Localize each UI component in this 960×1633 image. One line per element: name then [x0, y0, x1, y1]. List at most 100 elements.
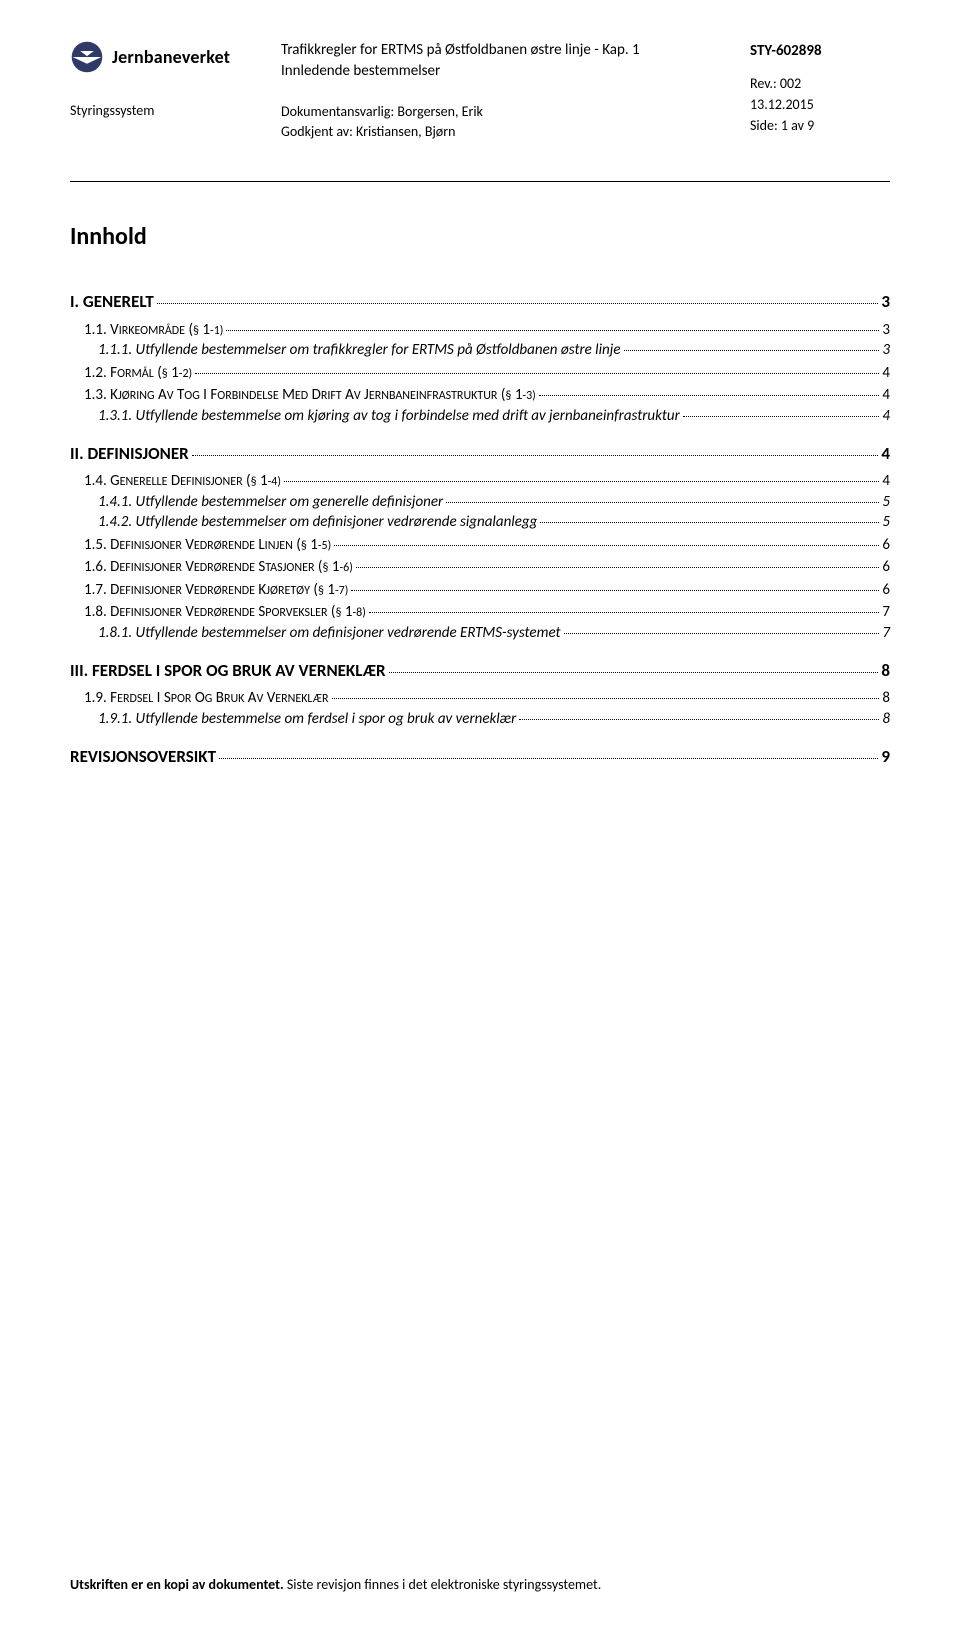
toc-entry: II. DEFINISJONER4 — [70, 443, 890, 464]
toc-entry-num: 1.7. — [84, 581, 110, 599]
toc-leader — [389, 657, 879, 672]
toc-entry-num: 1.1. — [84, 321, 110, 339]
toc-entry-label: 1.2. FORMÅL (§ 1-2) — [84, 364, 192, 382]
toc-entry: 1.4.2. Utfyllende bestemmelser om defini… — [98, 513, 890, 532]
document-page: Jernbaneverket Styringssystem Trafikkreg… — [0, 0, 960, 815]
header-left: Jernbaneverket Styringssystem — [70, 40, 265, 141]
rev-label: Rev.: 002 — [750, 73, 890, 94]
page-header: Jernbaneverket Styringssystem Trafikkreg… — [70, 40, 890, 182]
toc-entry-page: 3 — [882, 321, 890, 339]
footer: Utskriften er en kopi av dokumentet. Sis… — [70, 1576, 601, 1593]
toc-entry-page: 8 — [881, 660, 890, 681]
toc-entry-text: DEFINISJONER VEDRØRENDE LINJEN (§ 1-5) — [110, 536, 331, 554]
toc-entry-page: 5 — [882, 493, 890, 511]
toc-entry-page: 8 — [882, 710, 890, 728]
toc-entry-label: 1.9.1. Utfyllende bestemmelse om ferdsel… — [98, 710, 516, 728]
toc-entry-text: FERDSEL I SPOR OG BRUK AV VERNEKLÆR — [110, 689, 328, 707]
toc-entry-label: 1.8. DEFINISJONER VEDRØRENDE SPORVEKSLER… — [84, 603, 366, 621]
toc-entry-text: GENERELLE DEFINISJONER (§ 1-4) — [110, 472, 281, 490]
toc-leader — [369, 600, 880, 614]
toc-leader — [332, 686, 880, 700]
toc-entry: 1.2. FORMÅL (§ 1-2) 4 — [84, 363, 890, 382]
doc-responsible-label: Dokumentansvarlig: — [281, 103, 394, 120]
toc-leader — [219, 743, 878, 758]
toc-entry: 1.7. DEFINISJONER VEDRØRENDE KJØRETØY (§… — [84, 580, 890, 599]
doc-responsible: Dokumentansvarlig: Borgersen, Erik — [281, 102, 734, 122]
toc-leader — [351, 577, 879, 591]
toc-leader — [683, 403, 880, 417]
toc-entry: 1.1.1. Utfyllende bestemmelser om trafik… — [98, 341, 890, 360]
toc-entry-page: 4 — [882, 364, 890, 382]
toc-leader — [356, 555, 880, 569]
toc-entry-num: 1.9. — [84, 689, 110, 707]
toc-entry-page: 6 — [882, 581, 890, 599]
toc-entry-label: 1.8.1. Utfyllende bestemmelser om defini… — [98, 624, 561, 642]
toc-entry-page: 6 — [882, 558, 890, 576]
toc-entry-label: III. FERDSEL I SPOR OG BRUK AV VERNEKLÆR — [70, 660, 386, 681]
toc-entry-text: DEFINISJONER VEDRØRENDE STASJONER (§ 1-6… — [110, 558, 353, 576]
toc-entry-page: 3 — [882, 341, 890, 359]
toc-leader — [195, 360, 879, 374]
toc-entry: 1.6. DEFINISJONER VEDRØRENDE STASJONER (… — [84, 558, 890, 577]
toc-entry-page: 4 — [882, 386, 890, 404]
toc-entry-page: 8 — [882, 689, 890, 707]
toc-entry-num: 1.4. — [84, 472, 110, 490]
toc-leader — [564, 620, 880, 634]
toc-leader — [334, 532, 879, 546]
toc-entry: 1.4.1. Utfyllende bestemmelser om genere… — [98, 492, 890, 511]
toc-entry-page: 6 — [882, 536, 890, 554]
toc-entry-page: 4 — [882, 407, 890, 425]
toc-entry-num: 1.2. — [84, 364, 110, 382]
toc-entry: 1.1. VIRKEOMRÅDE (§ 1-1) 3 — [84, 320, 890, 339]
page-number-label: Side: 1 av 9 — [750, 115, 890, 136]
toc-entry: I. GENERELT 3 — [70, 291, 890, 312]
toc-entry-num: 1.3. — [84, 386, 110, 404]
toc-leader — [624, 338, 880, 352]
doc-responsible-name: Borgersen, Erik — [397, 103, 483, 120]
toc-entry-label: 1.4.2. Utfyllende bestemmelser om defini… — [98, 513, 537, 531]
toc-entry-label: 1.6. DEFINISJONER VEDRØRENDE STASJONER (… — [84, 558, 353, 576]
toc-entry-label: 1.3. KJØRING AV TOG I FORBINDELSE MED DR… — [84, 386, 536, 404]
toc-leader — [540, 510, 879, 524]
toc-entry-page: 3 — [881, 291, 890, 312]
doc-approved: Godkjent av: Kristiansen, Bjørn — [281, 122, 734, 142]
toc-entry-text: DEFINISJONER VEDRØRENDE KJØRETØY (§ 1-7) — [110, 581, 348, 599]
toc-leader — [539, 383, 880, 397]
toc-entry: 1.5. DEFINISJONER VEDRØRENDE LINJEN (§ 1… — [84, 535, 890, 554]
toc-entry-label: 1.9. FERDSEL I SPOR OG BRUK AV VERNEKLÆR — [84, 689, 329, 707]
toc-title: Innhold — [70, 222, 890, 251]
toc-entry-label: 1.4. GENERELLE DEFINISJONER (§ 1-4) — [84, 472, 281, 490]
toc-entry: 1.4. GENERELLE DEFINISJONER (§ 1-4) 4 — [84, 472, 890, 491]
header-divider — [70, 181, 890, 182]
toc-entry: 1.8. DEFINISJONER VEDRØRENDE SPORVEKSLER… — [84, 603, 890, 622]
toc-entry-label: II. DEFINISJONER — [70, 443, 189, 464]
toc-entry-label: I. GENERELT — [70, 291, 154, 312]
toc-entry: 1.9.1. Utfyllende bestemmelse om ferdsel… — [98, 709, 890, 728]
org-name: Jernbaneverket — [112, 46, 230, 68]
toc-leader — [192, 440, 879, 455]
toc-entry-page: 7 — [882, 624, 890, 642]
header-row: Jernbaneverket Styringssystem Trafikkreg… — [70, 40, 890, 141]
toc-entry-page: 9 — [881, 746, 890, 767]
toc-entry: III. FERDSEL I SPOR OG BRUK AV VERNEKLÆR… — [70, 660, 890, 681]
toc-entry: 1.3. KJØRING AV TOG I FORBINDELSE MED DR… — [84, 386, 890, 405]
doc-title-line2: Innledende bestemmelser — [281, 61, 734, 82]
doc-title-line1: Trafikkregler for ERTMS på Østfoldbanen … — [281, 40, 734, 61]
jernbaneverket-logo-icon — [70, 40, 104, 74]
doc-approved-label: Godkjent av: — [281, 123, 353, 140]
toc-entry-label: 1.4.1. Utfyllende bestemmelser om genere… — [98, 493, 443, 511]
toc-leader — [519, 706, 879, 720]
toc-entry-label: 1.1. VIRKEOMRÅDE (§ 1-1) — [84, 321, 223, 339]
toc-entry-page: 7 — [882, 603, 890, 621]
logo-block: Jernbaneverket — [70, 40, 265, 74]
sty-code: STY-602898 — [750, 40, 890, 63]
toc-entry-text: FORMÅL (§ 1-2) — [110, 364, 192, 382]
toc-entry-text: DEFINISJONER VEDRØRENDE SPORVEKSLER (§ 1… — [110, 603, 366, 621]
toc-entry-page: 4 — [882, 472, 890, 490]
toc-leader — [446, 489, 879, 503]
header-middle: Trafikkregler for ERTMS på Østfoldbanen … — [281, 40, 734, 141]
toc-entry-text: KJØRING AV TOG I FORBINDELSE MED DRIFT A… — [110, 386, 536, 404]
footer-rest: Siste revisjon finnes i det elektroniske… — [284, 1576, 602, 1593]
toc-entry-num: 1.8. — [84, 603, 110, 621]
toc-leader — [284, 469, 879, 483]
